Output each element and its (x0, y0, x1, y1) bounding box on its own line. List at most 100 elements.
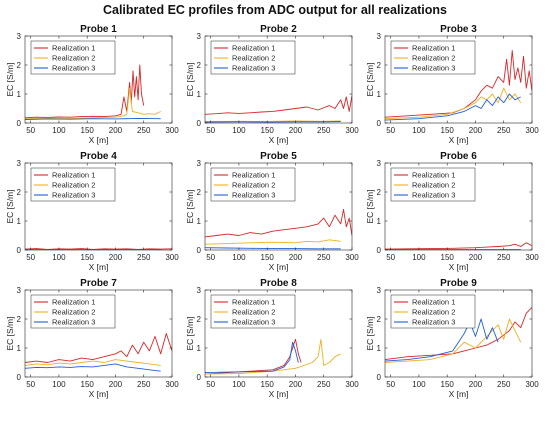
series-line-3 (25, 117, 161, 120)
y-tick-label: 2 (377, 315, 382, 324)
y-tick-label: 2 (197, 188, 202, 197)
axes-box (204, 35, 353, 124)
legend-entry: Realization 2 (232, 54, 275, 63)
x-tick-label: 250 (497, 253, 511, 262)
x-tick-label: 200 (289, 126, 303, 135)
x-tick-label: 100 (52, 126, 66, 135)
chart-title: Probe 2 (260, 24, 297, 35)
x-tick-label: 200 (109, 253, 123, 262)
x-tick-label: 150 (441, 126, 455, 135)
x-tick-label: 150 (261, 380, 275, 389)
series-line-3 (205, 247, 341, 250)
x-tick-label: 300 (345, 126, 359, 135)
legend-entry: Realization 1 (52, 298, 95, 307)
series-line-3 (385, 93, 521, 121)
series-group (385, 242, 532, 250)
legend-entry: Realization 1 (232, 171, 275, 180)
series-group (205, 338, 341, 375)
x-tick-label: 300 (165, 253, 179, 262)
x-tick-label: 100 (52, 253, 66, 262)
chart-title: Probe 8 (260, 278, 297, 289)
series-line-1 (25, 64, 145, 119)
x-tick-label: 100 (232, 126, 246, 135)
y-tick-label: 0 (377, 373, 382, 382)
x-tick-label: 250 (317, 253, 331, 262)
series-line-3 (205, 121, 341, 123)
y-tick-label: 2 (377, 61, 382, 70)
x-tick-label: 250 (497, 380, 511, 389)
y-tick-label: 1 (197, 217, 202, 226)
series-line-1 (205, 95, 352, 115)
series-line-2 (205, 239, 341, 245)
x-tick-label: 100 (412, 126, 426, 135)
chart-panel-4: Probe 4 50 100 150 200 250 300 0 1 2 3 X [m] EC [S/m… (5, 151, 179, 272)
series-group (385, 50, 532, 121)
chart-panel-7: Probe 7 50 100 150 200 250 300 0 1 2 3 X [m] EC [S/m… (5, 278, 179, 399)
legend-entry: Realization 2 (412, 308, 455, 317)
axes-box (384, 35, 533, 124)
x-tick-label: 250 (137, 253, 151, 262)
legend-entry: Realization 2 (412, 181, 455, 190)
x-axis-label: X [m] (269, 262, 289, 272)
x-axis-label: X [m] (449, 262, 469, 272)
x-tick-label: 100 (232, 253, 246, 262)
legend-entry: Realization 3 (52, 64, 95, 73)
y-axis-label: EC [S/m] (5, 316, 15, 350)
x-tick-label: 200 (109, 380, 123, 389)
chart-title: Probe 4 (80, 151, 117, 162)
y-tick-label: 3 (197, 32, 202, 41)
x-tick-label: 300 (525, 380, 539, 389)
legend-entry: Realization 3 (52, 191, 95, 200)
x-axis-label: X [m] (449, 389, 469, 399)
series-line-1 (25, 333, 172, 363)
x-tick-label: 250 (497, 126, 511, 135)
series-group (205, 95, 352, 123)
chart-panel-1: Probe 1 50 100 150 200 250 300 0 1 2 3 X [m] EC [S/m… (5, 24, 179, 145)
y-tick-label: 0 (377, 246, 382, 255)
chart-title: Probe 9 (440, 278, 477, 289)
y-tick-label: 0 (197, 246, 202, 255)
y-tick-label: 0 (377, 119, 382, 128)
x-axis-label: X [m] (89, 389, 109, 399)
x-axis-label: X [m] (89, 135, 109, 145)
x-tick-label: 100 (412, 380, 426, 389)
chart-panel-6: Probe 6 50 100 150 200 250 300 0 1 2 3 X [m] EC [S/m… (365, 151, 539, 272)
series-line-2 (205, 338, 341, 375)
legend-entry: Realization 3 (52, 318, 95, 327)
x-tick-label: 50 (206, 253, 215, 262)
x-tick-label: 300 (345, 380, 359, 389)
legend-entry: Realization 3 (232, 64, 275, 73)
y-tick-label: 1 (17, 217, 22, 226)
y-axis-label: EC [S/m] (365, 316, 375, 350)
chart-title: Probe 7 (80, 278, 117, 289)
y-tick-label: 1 (377, 344, 382, 353)
chart-panel-5: Probe 5 50 100 150 200 250 300 0 1 2 3 X [m] EC [S/m… (185, 151, 359, 272)
series-line-3 (205, 341, 299, 374)
legend-entry: Realization 1 (232, 298, 275, 307)
x-tick-label: 50 (386, 253, 395, 262)
y-tick-label: 3 (17, 159, 22, 168)
y-tick-label: 2 (17, 315, 22, 324)
x-tick-label: 300 (165, 126, 179, 135)
x-tick-label: 250 (317, 126, 331, 135)
x-axis-label: X [m] (269, 389, 289, 399)
series-line-3 (25, 363, 161, 372)
x-tick-label: 150 (261, 253, 275, 262)
series-line-2 (385, 318, 522, 363)
y-tick-label: 0 (197, 373, 202, 382)
x-tick-label: 200 (469, 380, 483, 389)
legend-entry: Realization 1 (412, 298, 455, 307)
x-tick-label: 50 (206, 380, 215, 389)
y-tick-label: 2 (377, 188, 382, 197)
series-line-1 (385, 242, 532, 250)
y-tick-label: 3 (197, 286, 202, 295)
x-tick-label: 150 (261, 126, 275, 135)
x-tick-label: 50 (26, 380, 35, 389)
series-line-2 (25, 359, 161, 366)
legend-entry: Realization 3 (412, 191, 455, 200)
